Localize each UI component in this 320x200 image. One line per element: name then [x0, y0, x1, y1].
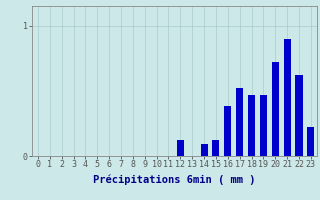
Bar [177, 140, 184, 156]
Bar [224, 106, 231, 156]
X-axis label: Précipitations 6min ( mm ): Précipitations 6min ( mm ) [93, 175, 256, 185]
Bar [260, 95, 267, 156]
Bar [307, 127, 315, 156]
Bar [212, 140, 220, 156]
Bar [284, 39, 291, 156]
Bar [248, 95, 255, 156]
Bar [295, 75, 303, 156]
Bar [236, 88, 243, 156]
Bar [272, 62, 279, 156]
Bar [201, 144, 208, 156]
